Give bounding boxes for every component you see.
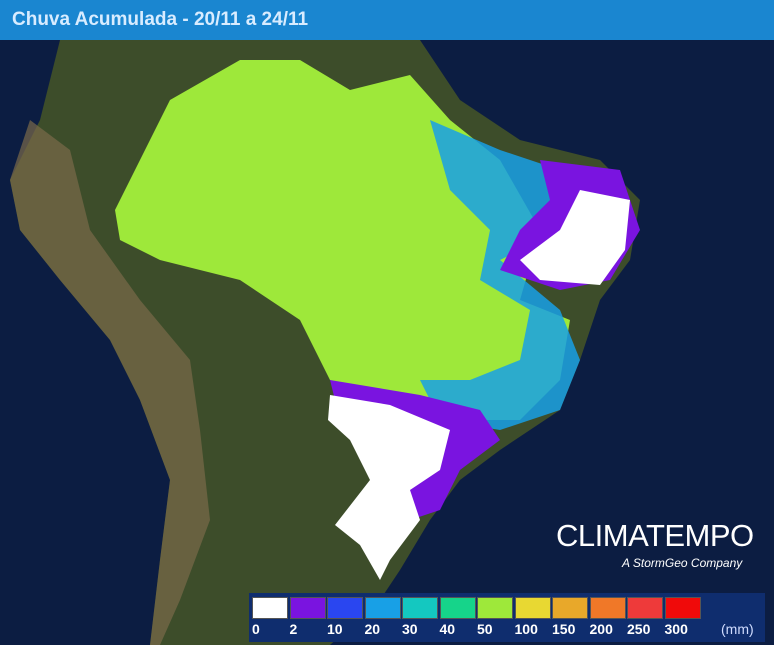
legend-swatch xyxy=(402,597,438,619)
legend-swatch xyxy=(252,597,288,619)
legend-swatch xyxy=(627,597,663,619)
rain-area-blue xyxy=(420,120,580,430)
legend-label: 100 xyxy=(514,621,538,637)
legend-label: 300 xyxy=(664,621,688,637)
legend-swatch xyxy=(477,597,513,619)
legend-swatch xyxy=(364,597,401,619)
legend-swatch xyxy=(439,597,476,619)
map-title: Chuva Acumulada - 20/11 a 24/11 xyxy=(0,0,774,40)
legend-unit: (mm) xyxy=(721,621,754,637)
precipitation-legend: (mm) 0 2 10 20 30 40 50 100 150 200 250 300 xyxy=(249,593,765,642)
legend-swatch xyxy=(289,597,326,619)
brand-tagline: A StormGeo Company xyxy=(622,556,743,570)
legend-swatch xyxy=(514,597,551,619)
legend-label: 2 xyxy=(289,621,298,637)
legend-label: 20 xyxy=(364,621,381,637)
legend-label: 30 xyxy=(402,621,418,637)
legend-swatch xyxy=(327,597,363,619)
legend-label: 40 xyxy=(439,621,456,637)
legend-label: 10 xyxy=(327,621,343,637)
rain-area-none xyxy=(328,190,630,580)
brand-name: CLIMATEMPO xyxy=(556,518,754,553)
rainfall-map xyxy=(0,40,774,645)
climatempo-logo: CLIMATEMPO A StormGeo Company xyxy=(556,518,754,570)
legend-label: 150 xyxy=(552,621,576,637)
legend-label: 250 xyxy=(627,621,651,637)
legend-swatch xyxy=(552,597,588,619)
andes-region xyxy=(10,120,210,645)
legend-label: 200 xyxy=(589,621,613,637)
legend-swatch xyxy=(664,597,701,619)
legend-label: 50 xyxy=(477,621,493,637)
legend-swatch xyxy=(589,597,626,619)
legend-label: 0 xyxy=(252,621,260,637)
